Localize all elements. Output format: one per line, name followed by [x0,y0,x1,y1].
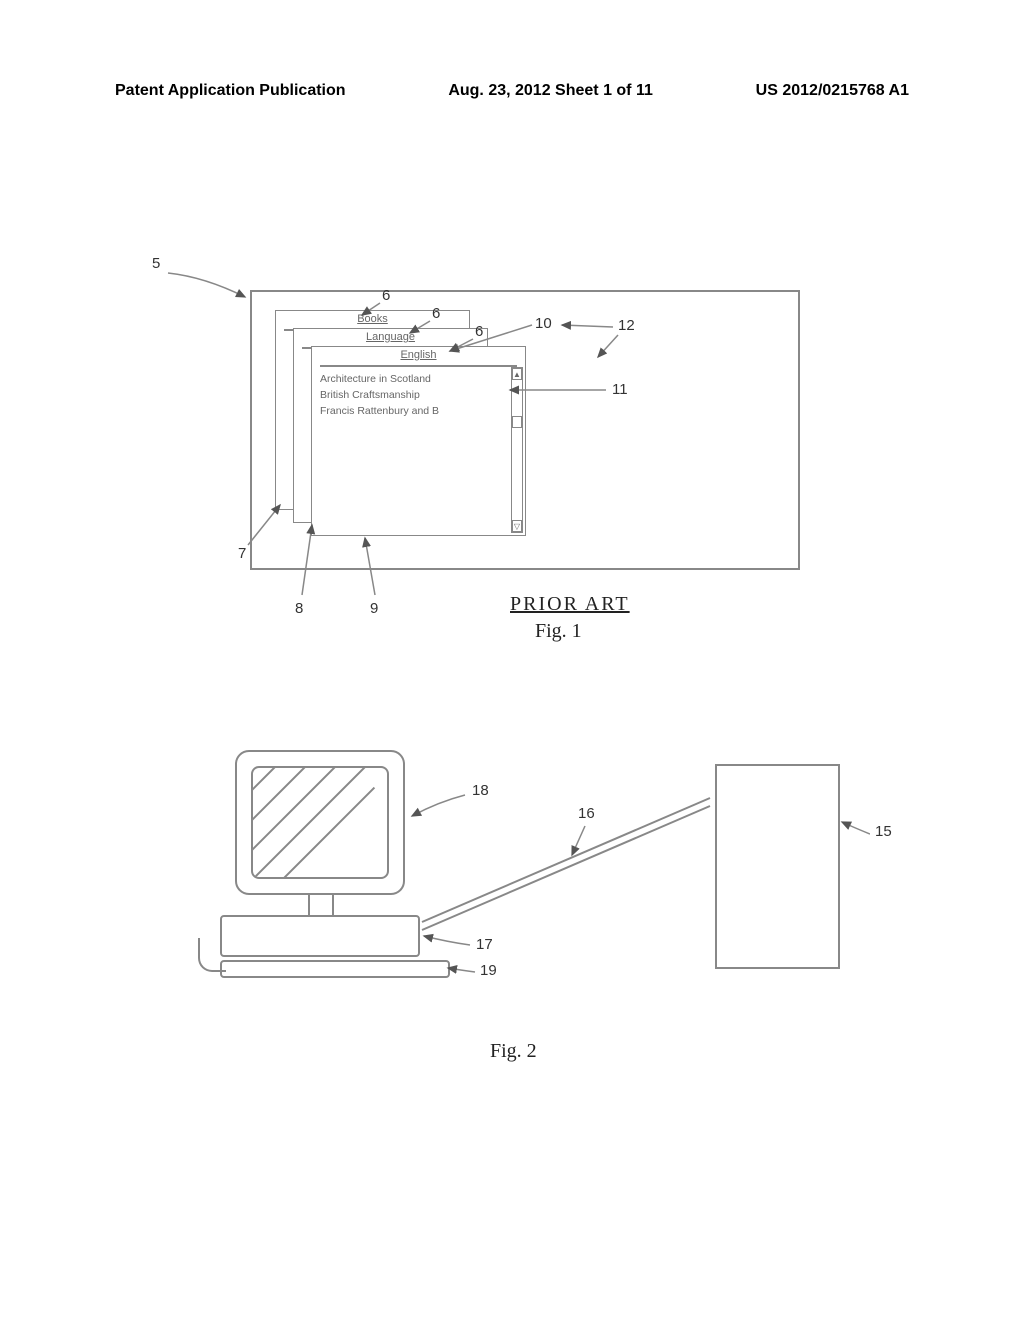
ref-19: 19 [480,962,497,979]
ref-6a: 6 [382,287,390,304]
ref-7: 7 [238,545,246,562]
window-english: English Architecture in Scotland British… [311,346,526,536]
window-title-english: English [400,349,436,361]
computer-base [220,915,420,957]
figure-1: Books Language English Architecture in S… [140,255,840,635]
prior-art-label: PRIOR ART [510,593,630,616]
header-center: Aug. 23, 2012 Sheet 1 of 11 [448,82,653,100]
list-item: Francis Rattenbury and B [312,403,509,419]
scrollbar-up-icon: ▲ [512,368,522,380]
ref-9: 9 [370,600,378,617]
window-title-books: Books [357,313,388,325]
ref-6b: 6 [432,305,440,322]
ref-8: 8 [295,600,303,617]
fig1-caption: Fig. 1 [535,620,582,643]
header-right: US 2012/0215768 A1 [756,82,909,100]
monitor [235,750,405,895]
ref-11: 11 [612,381,628,398]
ref-15: 15 [875,823,892,840]
ref-12: 12 [618,317,635,334]
scrollbar: ▲ ▽ [511,367,523,533]
fig2-caption: Fig. 2 [490,1040,537,1063]
list-item: Architecture in Scotland [312,371,509,387]
english-list: Architecture in Scotland British Craftsm… [312,371,509,419]
ref-16: 16 [578,805,595,822]
header-left: Patent Application Publication [115,82,346,100]
scrollbar-thumb [512,416,522,428]
list-item: British Craftsmanship [312,387,509,403]
scrollbar-down-icon: ▽ [512,520,522,532]
ref-17: 17 [476,936,493,953]
page-header: Patent Application Publication Aug. 23, … [115,82,909,100]
monitor-screen [251,766,389,879]
ref-6c: 6 [475,323,483,340]
server [715,764,840,969]
monitor-neck [308,895,334,917]
ref-10: 10 [535,315,552,332]
ref-5: 5 [152,255,160,272]
ref-18: 18 [472,782,489,799]
figure-2: 18 16 15 17 19 Fig. 2 [190,750,870,1070]
keyboard [220,960,450,978]
window-title-language: Language [366,331,415,343]
